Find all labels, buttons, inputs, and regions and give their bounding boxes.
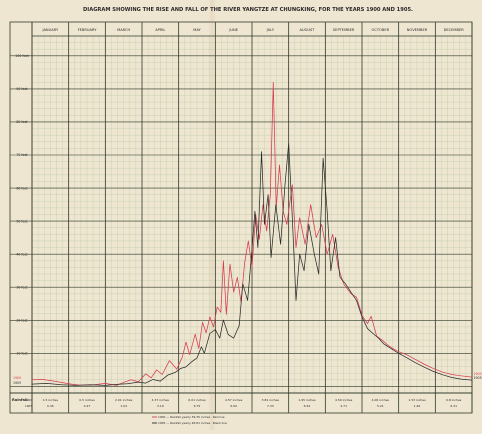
rainfall-year-label: 1905: [25, 404, 32, 408]
rainfall-value-b: 4.71: [340, 404, 347, 408]
rainfall-value-a: 1.5 inches: [43, 398, 59, 402]
y-tick-label: 90 feet: [16, 87, 28, 91]
month-label: JUNE: [228, 28, 238, 32]
y-tick-label: 80 feet: [16, 120, 28, 124]
legend-entry: 1900 — Rainfall yearly 39.35 inches · Re…: [158, 415, 225, 419]
month-label: AUGUST: [300, 28, 316, 32]
series-start-label: 1905: [13, 381, 21, 385]
rainfall-value-b: 6.00: [230, 404, 237, 408]
rainfall-value-b: 0.31: [450, 404, 457, 408]
rainfall-label: Rainfall: [12, 398, 27, 402]
rainfall-value-b: 3.19: [157, 404, 164, 408]
rainfall-value-b: 1.04: [120, 404, 127, 408]
series-end-label: 1905: [474, 376, 482, 380]
series-start-label: 1900: [13, 376, 21, 380]
month-label: MAY: [193, 28, 201, 32]
rainfall-value-a: 4.37 inches: [152, 398, 170, 402]
y-tick-label: 40 feet: [16, 252, 28, 256]
month-label: NOVEMBER: [407, 28, 428, 32]
series-line-1905: [31, 143, 473, 386]
paper-fold-shadow: [208, 0, 216, 430]
y-axis-tick-labels: 10 feet 20 feet 30 feet 40 feet 50 feet 60 fe…: [15, 54, 29, 356]
major-grid: [9, 21, 473, 414]
rainfall-value-b: 1.40: [414, 404, 421, 408]
y-tick-label: 10 feet: [16, 352, 28, 356]
rainfall-value-b: 7.33: [267, 404, 274, 408]
month-label: OCTOBER: [372, 28, 390, 32]
rainfall-year-label: 1900: [25, 398, 32, 402]
month-label: JANUARY: [41, 28, 58, 32]
rainfall-value-a: 6.01 inches: [188, 398, 206, 402]
rainfall-band: [9, 392, 473, 414]
month-label: JULY: [266, 28, 275, 32]
rainfall-value-a: 0.5 inches: [79, 398, 95, 402]
month-header-row: JANUARY FEBRUARY MARCH APRIL MAY JUNE JULY AUGU…: [41, 28, 464, 32]
series-lines: [31, 81, 473, 386]
rainfall-value-a: 4.59 inches: [335, 398, 353, 402]
month-label: SEPTEMBER: [333, 28, 355, 32]
month-label: DECEMBER: [444, 28, 465, 32]
y-tick-label: 70 feet: [16, 153, 28, 157]
series-line-1900: [31, 81, 473, 386]
month-label: FEBRUARY: [78, 28, 98, 32]
rainfall-value-b: 6.52: [304, 404, 311, 408]
legend-entry: 1905 — Rainfall yearly 48.81 inches · Bl…: [158, 421, 227, 425]
rainfall-value-a: 2.01 inches: [115, 398, 133, 402]
series-end-label: 1900: [474, 372, 482, 376]
y-tick-label: 100 feet: [15, 54, 29, 58]
y-tick-label: 60 feet: [16, 186, 28, 190]
rainfall-value-b: 0.45: [47, 404, 54, 408]
rainfall-value-a: 1.95 inches: [298, 398, 316, 402]
month-label: MARCH: [117, 28, 130, 32]
rainfall-value-a: 0.8 inches: [446, 398, 462, 402]
rainfall-value-a: 3.81 inches: [262, 398, 280, 402]
rainfall-value-b: 0.27: [84, 404, 91, 408]
month-label: APRIL: [155, 28, 165, 32]
rainfall-value-b: 6.75: [194, 404, 201, 408]
legend: 1900 — Rainfall yearly 39.35 inches · Re…: [152, 415, 227, 425]
rainfall-value-a: 4.57 inches: [225, 398, 243, 402]
y-tick-label: 50 feet: [16, 219, 28, 223]
rainfall-value-b: 5.21: [377, 404, 384, 408]
y-tick-label: 20 feet: [16, 318, 28, 322]
rainfall-value-a: 1.53 inches: [408, 398, 426, 402]
rainfall-value-a: 4.06 inches: [372, 398, 390, 402]
y-tick-label: 30 feet: [16, 285, 28, 289]
chart-title: DIAGRAM SHOWING THE RISE AND FALL OF THE…: [83, 7, 413, 13]
